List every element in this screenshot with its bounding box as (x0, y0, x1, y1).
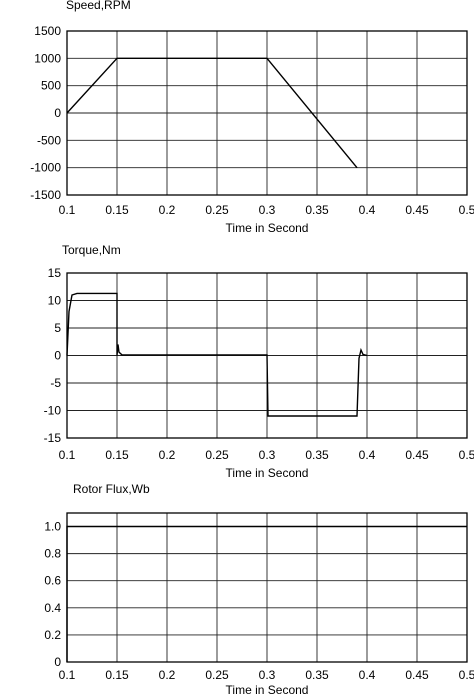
chart-3-y-tick-label: 1.0 (44, 520, 61, 534)
chart-3-y-tick-label: 0.2 (44, 628, 61, 642)
chart-1-series-line (66, 57, 358, 169)
chart-2-series-line (66, 292, 368, 417)
chart-2-x-tick-label: 0.35 (305, 448, 329, 462)
chart-2-x-tick-label: 0.2 (159, 448, 176, 462)
chart-1-x-tick-label: 0.25 (205, 203, 229, 217)
chart-2-y-tick-label: -10 (44, 404, 62, 418)
chart-3-x-tick-label: 0.45 (405, 668, 429, 682)
chart-2-title: Torque,Nm (62, 243, 121, 257)
chart-2-x-tick-label: 0.1 (59, 448, 76, 462)
chart-2-x-tick-label: 0.5 (459, 448, 474, 462)
chart-3-x-tick-label: 0.35 (305, 668, 329, 682)
chart-1-y-tick-label: 1500 (34, 24, 61, 38)
chart-2-y-tick-label: 15 (48, 266, 62, 280)
chart-2-x-tick-label: 0.25 (205, 448, 229, 462)
chart-1-x-tick-label: 0.5 (459, 203, 474, 217)
chart-1-x-tick-label: 0.1 (59, 203, 76, 217)
chart-3-x-axis-label: Time in Second (226, 683, 309, 697)
chart-3-x-tick-label: 0.25 (205, 668, 229, 682)
chart-3-y-tick-label: 0.8 (44, 547, 61, 561)
chart-3-x-tick-label: 0.15 (105, 668, 129, 682)
chart-3-x-tick-label: 0.5 (459, 668, 474, 682)
chart-1-x-tick-label: 0.2 (159, 203, 176, 217)
chart-1-y-tick-label: 500 (41, 79, 61, 93)
chart-1-x-axis-label: Time in Second (226, 221, 309, 235)
chart-2-x-axis-label: Time in Second (226, 466, 309, 480)
chart-3-x-tick-label: 0.2 (159, 668, 176, 682)
chart-2-y-tick-label: 0 (54, 349, 61, 363)
chart-3-y-tick-label: 0 (54, 655, 61, 669)
chart-3-title: Rotor Flux,Wb (73, 482, 150, 496)
chart-1-y-tick-label: 1000 (34, 51, 61, 65)
chart-3-series-line (66, 525, 467, 662)
chart-2-y-tick-label: -5 (50, 376, 61, 390)
chart-3-x-tick-label: 0.1 (59, 668, 76, 682)
chart-1-y-tick-label: -500 (37, 133, 61, 147)
chart-1-y-tick-label: -1500 (30, 188, 61, 202)
chart-2-y-tick-label: 5 (54, 321, 61, 335)
chart-3-x-tick-label: 0.3 (259, 668, 276, 682)
chart-1-x-tick-label: 0.3 (259, 203, 276, 217)
chart-2-x-tick-label: 0.4 (359, 448, 376, 462)
chart-1-y-tick-label: -1000 (30, 161, 61, 175)
chart-2-x-tick-label: 0.45 (405, 448, 429, 462)
chart-1-x-tick-label: 0.4 (359, 203, 376, 217)
chart-3-y-tick-label: 0.6 (44, 574, 61, 588)
chart-1-title: Speed,RPM (66, 0, 131, 12)
chart-1-x-tick-label: 0.45 (405, 203, 429, 217)
chart-2-x-tick-label: 0.3 (259, 448, 276, 462)
chart-1-y-tick-label: 0 (54, 106, 61, 120)
chart-3-y-tick-label: 0.4 (44, 601, 61, 615)
chart-1-x-tick-label: 0.15 (105, 203, 129, 217)
chart-2-x-tick-label: 0.15 (105, 448, 129, 462)
chart-2-y-tick-label: -15 (44, 431, 62, 445)
chart-1-x-tick-label: 0.35 (305, 203, 329, 217)
chart-3-x-tick-label: 0.4 (359, 668, 376, 682)
chart-2-y-tick-label: 10 (48, 294, 62, 308)
